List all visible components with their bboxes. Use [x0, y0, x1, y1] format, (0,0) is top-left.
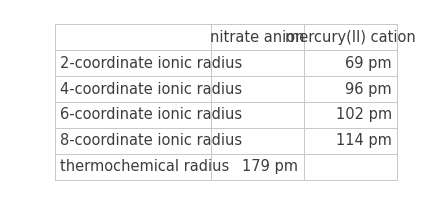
Text: 2-coordinate ionic radius: 2-coordinate ionic radius [60, 56, 243, 71]
Text: mercury(II) cation: mercury(II) cation [285, 30, 415, 45]
Text: thermochemical radius: thermochemical radius [60, 159, 229, 174]
Text: 96 pm: 96 pm [345, 82, 392, 97]
Text: 102 pm: 102 pm [336, 107, 392, 122]
Text: 4-coordinate ionic radius: 4-coordinate ionic radius [60, 82, 243, 97]
Text: 8-coordinate ionic radius: 8-coordinate ionic radius [60, 133, 243, 148]
Text: 69 pm: 69 pm [345, 56, 392, 71]
Text: 6-coordinate ionic radius: 6-coordinate ionic radius [60, 107, 243, 122]
Text: 114 pm: 114 pm [336, 133, 392, 148]
Text: 179 pm: 179 pm [243, 159, 299, 174]
Text: nitrate anion: nitrate anion [210, 30, 304, 45]
